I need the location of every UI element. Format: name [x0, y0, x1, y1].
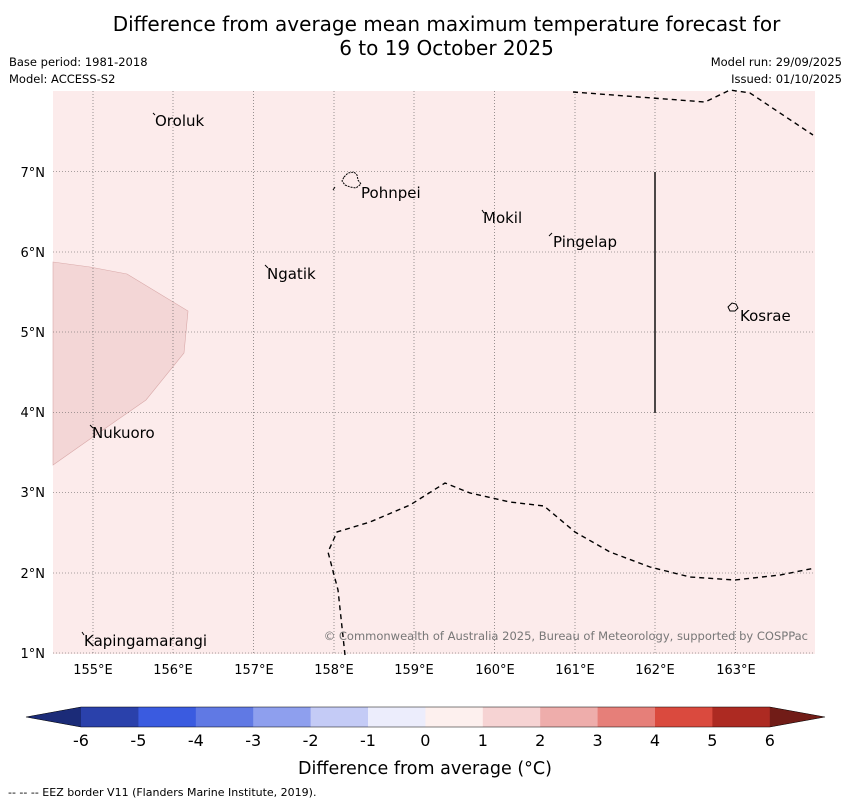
pingelap-atoll	[548, 232, 553, 237]
colorbar-tick-label: -1	[360, 731, 376, 750]
colorbar-tick-label: 0	[420, 731, 430, 750]
kapingamarangi-atoll	[81, 631, 85, 636]
place-label-pingelap: Pingelap	[553, 233, 617, 251]
colorbar-extend-low	[26, 707, 81, 727]
anomaly-region-1-to-2	[52, 261, 189, 466]
ngatik-atoll	[264, 264, 269, 269]
model-run: Model run: 29/09/2025	[710, 55, 842, 69]
colorbar-label: Difference from average (°C)	[298, 759, 552, 779]
lat-label-3: 3°N	[21, 486, 46, 501]
model-name: Model: ACCESS-S2	[9, 72, 116, 86]
place-label-oroluk: Oroluk	[155, 112, 204, 130]
colorbar-tick-label: 3	[593, 731, 603, 750]
base-period: Base period: 1981-2018	[9, 55, 148, 69]
title-line-2: 6 to 19 October 2025	[339, 36, 554, 60]
place-label-pohnpei: Pohnpei	[361, 184, 421, 202]
lon-label-159: 159°E	[394, 663, 434, 678]
lon-label-160: 160°E	[475, 663, 515, 678]
eez-footer-note: -- -- -- EEZ border V11 (Flanders Marine…	[8, 786, 317, 799]
colorbar-tick-label: 6	[765, 731, 775, 750]
colorbar-tick-label: -4	[188, 731, 204, 750]
lat-label-4: 4°N	[21, 406, 46, 421]
map-title: Difference from average mean maximum tem…	[0, 12, 850, 60]
lon-label-158: 158°E	[314, 663, 354, 678]
lon-label-162: 162°E	[635, 663, 675, 678]
colorbar-tick-labels: -6 -5 -4 -3 -2 -1 0 1 2 3 4 5 6	[73, 731, 775, 750]
colorbar	[25, 706, 826, 728]
lon-label-156: 156°E	[153, 663, 193, 678]
meta-right: Model run: 29/09/2025 Issued: 01/10/2025	[711, 54, 842, 88]
colorbar-segment	[482, 707, 541, 727]
colorbar-segment	[425, 707, 484, 727]
mokil-atoll	[481, 209, 485, 214]
colorbar-tick-label: 4	[650, 731, 660, 750]
colorbar-tick-label: 2	[535, 731, 545, 750]
copyright-notice: © Commonwealth of Australia 2025, Bureau…	[324, 629, 808, 643]
lat-label-2: 2°N	[21, 567, 46, 582]
colorbar-segment	[597, 707, 656, 727]
title-line-1: Difference from average mean maximum tem…	[112, 12, 781, 36]
oroluk-atoll	[152, 112, 156, 116]
place-label-nukuoro: Nukuoro	[92, 424, 155, 442]
kosrae-island	[727, 302, 739, 312]
colorbar-segment	[81, 707, 139, 727]
colorbar-segment	[310, 707, 369, 727]
gridlines	[53, 91, 815, 654]
colorbar-segment	[655, 707, 713, 727]
colorbar-segment	[138, 707, 197, 727]
islands	[81, 112, 739, 636]
colorbar-outline	[25, 706, 826, 728]
lon-label-157: 157°E	[234, 663, 274, 678]
colorbar-tick-label: -3	[245, 731, 261, 750]
nukuoro-atoll	[89, 424, 94, 429]
colorbar-tick-label: -6	[73, 731, 89, 750]
colorbar-segment	[195, 707, 254, 727]
colorbar-segment	[253, 707, 312, 727]
meta-left: Base period: 1981-2018 Model: ACCESS-S2	[9, 54, 148, 88]
place-label-mokil: Mokil	[483, 209, 522, 227]
lat-label-5: 5°N	[21, 326, 46, 341]
lat-label-6: 6°N	[21, 246, 46, 261]
lat-label-1: 1°N	[21, 647, 46, 662]
colorbar-segment	[712, 707, 771, 727]
eez-borders	[327, 89, 816, 656]
colorbar-tick-label: -2	[303, 731, 319, 750]
place-label-ngatik: Ngatik	[267, 265, 316, 283]
place-label-kapingamarangi: Kapingamarangi	[84, 632, 207, 650]
colorbar-tick-label: 1	[478, 731, 488, 750]
place-label-kosrae: Kosrae	[740, 307, 791, 325]
colorbar-segment	[540, 707, 599, 727]
map-area	[53, 91, 815, 654]
lon-label-161: 161°E	[555, 663, 595, 678]
lon-label-163: 163°E	[716, 663, 756, 678]
lat-label-7: 7°N	[21, 166, 46, 181]
eez-border-south	[327, 482, 816, 656]
issued-date: Issued: 01/10/2025	[731, 72, 842, 86]
pohnpei-island	[341, 171, 362, 189]
colorbar-segment	[368, 707, 426, 727]
colorbar-extend-high	[769, 707, 825, 727]
colorbar-tick-label: 5	[707, 731, 717, 750]
lon-label-155: 155°E	[73, 663, 113, 678]
colorbar-tick-label: -5	[130, 731, 146, 750]
pohnpei-reef	[332, 186, 336, 191]
